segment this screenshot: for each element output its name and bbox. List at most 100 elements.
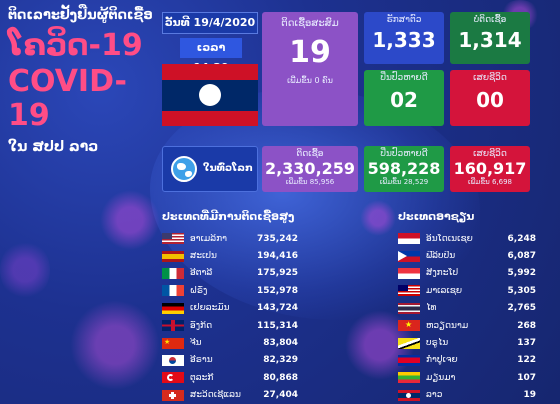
- laos-flag-small-icon: [398, 389, 420, 401]
- laos-total-cases-card: ຕິດເຊື້ອສະສົມ 19 ເພີ່ມຂຶ້ນ 0 ຄົນ: [262, 12, 358, 126]
- singapore-flag-icon: [398, 267, 420, 279]
- laos-flag-icon: [162, 64, 258, 126]
- cambodia-flag-icon: [398, 354, 420, 366]
- asean-title: ປະເທດອາຊຽນ: [398, 210, 475, 223]
- card-value: 598,228: [367, 159, 441, 178]
- top-countries-list: ອາເມລິກາ 735,242 ສະເປນ 194,416 ອີຕາລີ 175,9…: [162, 230, 298, 404]
- switzerland-flag-icon: [162, 389, 184, 401]
- world-deaths-card: ເສຍຊີວິດ 160,917 ເພີ່ມຂຶ້ນ 6,698: [450, 146, 530, 192]
- list-item: ຟີລິບປິນ 6,087: [398, 247, 536, 264]
- top-countries-title: ປະເທດທີ່ມີການຕິດເຊື້ອສູງ: [162, 210, 295, 223]
- country-name: ກຳປູເຈຍ: [426, 355, 458, 366]
- country-name: ລາວ: [426, 390, 443, 401]
- country-value: 152,978: [257, 285, 298, 296]
- country-value: 115,314: [257, 320, 298, 331]
- list-item: ມາເລເຊຍ 5,305: [398, 282, 536, 299]
- country-value: 122: [517, 355, 536, 366]
- laos-observing-card: ຮັກສາຕົວ 1,333: [364, 12, 444, 64]
- time-label: ເວລາ 14:30: [180, 38, 242, 74]
- country-value: 268: [517, 320, 536, 331]
- virus-decoration-icon: [100, 190, 160, 250]
- country-name: ອາເມລິກາ: [190, 233, 227, 244]
- card-label: ຮັກສາຕົວ: [386, 15, 422, 25]
- card-sub: ເພີ່ມຂຶ້ນ 85,956: [285, 178, 335, 186]
- malaysia-flag-icon: [398, 285, 420, 297]
- country-value: 137: [517, 338, 536, 349]
- spain-flag-icon: [162, 250, 184, 262]
- world-cases-card: ຕິດເຊື້ອ 2,330,259 ເພີ່ມຂຶ້ນ 85,956: [262, 146, 358, 192]
- country-value: 194,416: [257, 251, 298, 262]
- country-name: ສິງກະໂປ: [426, 268, 459, 279]
- list-item: ★ ຫວຽດນາມ 268: [398, 317, 536, 334]
- card-value: 02: [390, 88, 418, 112]
- brunei-flag-icon: [398, 337, 420, 349]
- turkey-flag-icon: [162, 372, 184, 384]
- country-name: ໄທ: [426, 303, 437, 314]
- card-value: 160,917: [453, 159, 527, 178]
- list-item: ອີຣານ 82,329: [162, 352, 298, 369]
- france-flag-icon: [162, 285, 184, 297]
- virus-decoration-icon: [0, 240, 50, 300]
- country-value: 80,868: [263, 372, 298, 383]
- card-label: ເສຍຊີວິດ: [473, 149, 507, 159]
- list-item: ສິງກະໂປ 5,992: [398, 265, 536, 282]
- country-value: 735,242: [257, 233, 298, 244]
- list-item: ກຳປູເຈຍ 122: [398, 352, 536, 369]
- title-lao-covid: ໂຄວິດ-19: [8, 28, 143, 63]
- country-value: 2,765: [507, 303, 536, 314]
- world-recovered-card: ປິ່ນປົວຫາຍດີ 598,228 ເພີ່ມຂຶ້ນ 28,529: [364, 146, 444, 192]
- card-label: ປິ່ນປົວຫາຍດີ: [380, 73, 428, 83]
- country-value: 82,329: [263, 355, 298, 366]
- card-label: ບໍ່ຕິດເຊື້ອ: [473, 15, 507, 25]
- myanmar-flag-icon: [398, 372, 420, 384]
- card-label: ປິ່ນປົວຫາຍດີ: [380, 149, 428, 159]
- laos-negative-card: ບໍ່ຕິດເຊື້ອ 1,314: [450, 12, 530, 64]
- title-covid-en: COVID-19: [8, 64, 128, 133]
- list-item: ສະເປນ 194,416: [162, 247, 298, 264]
- country-value: 107: [517, 372, 536, 383]
- country-name: ບຣູໄນ: [426, 338, 449, 349]
- list-item: ອີຕາລີ 175,925: [162, 265, 298, 282]
- country-value: 6,087: [507, 251, 536, 262]
- virus-decoration-icon: [70, 300, 160, 390]
- laos-recovered-card: ປິ່ນປົວຫາຍດີ 02: [364, 70, 444, 126]
- list-item: ★ ຈີນ 83,804: [162, 334, 298, 351]
- card-sub: ເພີ່ມຂຶ້ນ 0 ຄົນ: [287, 76, 333, 85]
- country-name: ຟີລິບປິນ: [426, 251, 456, 262]
- country-name: ສະເປນ: [190, 251, 217, 262]
- list-item: ລາວ 19: [398, 387, 536, 404]
- philippines-flag-icon: [398, 250, 420, 262]
- card-value: 2,330,259: [264, 159, 356, 178]
- list-item: ອັງກິດ 115,314: [162, 317, 298, 334]
- list-item: ຕຸລະກີ 80,868: [162, 369, 298, 386]
- card-value: 00: [476, 88, 504, 112]
- card-label: ເສຍຊີວິດ: [473, 73, 507, 83]
- laos-map-shape: [150, 90, 480, 320]
- korea-flag-icon: [162, 354, 184, 366]
- country-value: 83,804: [263, 338, 298, 349]
- list-item: ເຢຍລະມັນ 143,724: [162, 300, 298, 317]
- country-name: ອີຣານ: [190, 355, 213, 366]
- card-label: ຕິດເຊື້ອ: [296, 149, 324, 159]
- country-name: ມາເລເຊຍ: [426, 285, 463, 296]
- country-name: ອີຕາລີ: [190, 268, 213, 279]
- title-lao-top: ຕິດເລາະຢັ້ງຢືນຜູ້ຕິດເຊື້ອ: [8, 8, 153, 23]
- card-sub: ເພີ່ມຂຶ້ນ 28,529: [379, 178, 429, 186]
- virus-decoration-icon: [360, 200, 396, 236]
- list-item: ອິນໂດເນເຊຍ 6,248: [398, 230, 536, 247]
- asean-list: ອິນໂດເນເຊຍ 6,248 ຟີລິບປິນ 6,087 ສິງກະໂປ 5,9…: [398, 230, 536, 404]
- world-label-box: ໃນທົ່ວໂລກ: [162, 146, 258, 192]
- world-label: ໃນທົ່ວໂລກ: [203, 163, 253, 174]
- country-name: ມຽນມາ: [426, 372, 456, 383]
- country-name: ຈີນ: [190, 338, 202, 349]
- laos-deaths-card: ເສຍຊີວິດ 00: [450, 70, 530, 126]
- country-value: 175,925: [257, 268, 298, 279]
- list-item: ສະວິດເຊີແລນ 27,404: [162, 387, 298, 404]
- card-value: 19: [289, 35, 331, 70]
- date-label: ວັນທີ 19/4/2020: [162, 12, 258, 34]
- country-value: 6,248: [507, 233, 536, 244]
- country-name: ເຢຍລະມັນ: [190, 303, 230, 314]
- country-name: ອິນໂດເນເຊຍ: [426, 233, 473, 244]
- title-block: ຕິດເລາະຢັ້ງຢືນຜູ້ຕິດເຊື້ອ ໂຄວິດ-19 COVID…: [8, 8, 158, 155]
- germany-flag-icon: [162, 302, 184, 314]
